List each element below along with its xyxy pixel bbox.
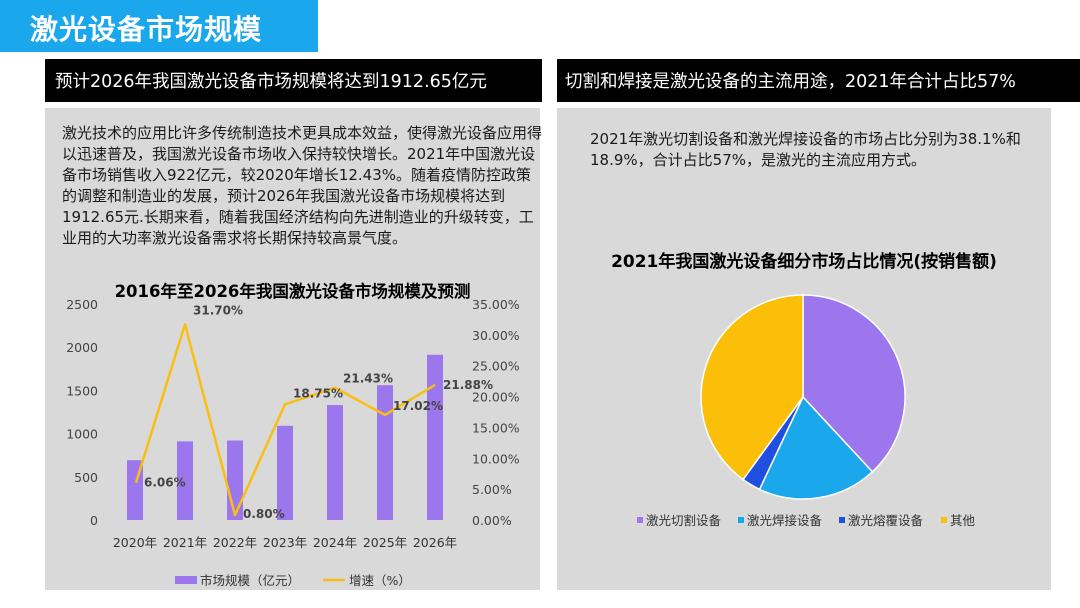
growth-data-label: 0.80%	[243, 507, 285, 521]
right-axis-tick-label: 30.00%	[472, 328, 520, 343]
pie-legend-label: 其他	[950, 513, 976, 528]
title-banner: 激光设备市场规模	[0, 0, 318, 52]
left-axis-tick-label: 2500	[66, 297, 98, 312]
pie-chart-title: 2021年我国激光设备细分市场占比情况(按销售额)	[611, 252, 997, 272]
pie-slice-激光焊接设备	[758, 395, 874, 500]
right-axis-tick-label: 35.00%	[472, 297, 520, 312]
growth-data-label: 6.06%	[144, 476, 186, 490]
x-axis-tick-label: 2020年	[113, 535, 157, 550]
right-panel: 2021年激光切割设备和激光焊接设备的市场占比分别为38.1%和18.9%，合计…	[557, 108, 1051, 590]
pie-legend-swatch	[738, 517, 744, 523]
bar-2026年	[427, 354, 443, 520]
left-panel: 激光技术的应用比许多传统制造技术更具成本效益，使得激光设备应用得以迅速普及，我国…	[45, 108, 543, 590]
pie-slice-激光切割设备	[802, 294, 906, 473]
pie-legend-swatch	[839, 517, 845, 523]
right-axis-tick-label: 10.00%	[472, 451, 520, 466]
right-axis-tick-label: 5.00%	[472, 482, 512, 497]
left-paragraph: 激光技术的应用比许多传统制造技术更具成本效益，使得激光设备应用得以迅速普及，我国…	[62, 124, 543, 247]
left-axis-tick-label: 2000	[66, 340, 98, 355]
bar-2024年	[327, 405, 343, 520]
pie-legend-swatch	[637, 517, 643, 523]
bar-2022年	[227, 440, 243, 520]
right-axis-tick-label: 25.00%	[472, 359, 520, 374]
growth-data-label: 18.75%	[293, 386, 343, 400]
left-axis-tick-label: 0	[90, 513, 98, 528]
right-headline-bar: 切割和焊接是激光设备的主流用途，2021年合计占比57%	[557, 59, 1080, 102]
growth-line	[134, 323, 436, 517]
pie-legend-label: 激光熔覆设备	[848, 513, 924, 528]
right-axis-tick-label: 15.00%	[472, 420, 520, 435]
bar-2021年	[177, 441, 193, 520]
legend-bar-swatch	[175, 576, 197, 584]
left-headline: 预计2026年我国激光设备市场规模将达到1912.65亿元	[55, 72, 487, 92]
bar-2025年	[377, 385, 393, 520]
x-axis-tick-label: 2026年	[413, 535, 457, 550]
pie-legend-swatch	[941, 517, 947, 523]
pie-chart: 激光切割设备 激光焊接设备 激光熔覆设备 其他	[637, 294, 976, 528]
left-headline-bar: 预计2026年我国激光设备市场规模将达到1912.65亿元	[45, 59, 542, 102]
page-title: 激光设备市场规模	[30, 13, 263, 46]
legend-line-label: 增速（%）	[349, 573, 411, 588]
combo-chart: 0 500 1000 1500 2000 2500 0.00% 5.00% 10.00% 15.0…	[66, 297, 520, 588]
growth-data-label: 31.70%	[193, 303, 243, 317]
pie-slice-其他	[700, 294, 804, 481]
x-axis-tick-label: 2021年	[163, 535, 207, 550]
x-axis-tick-label: 2023年	[263, 535, 307, 550]
growth-data-label: 21.88%	[443, 378, 493, 392]
right-axis-tick-label: 20.00%	[472, 390, 520, 405]
x-axis-tick-label: 2024年	[313, 535, 357, 550]
left-axis-tick-label: 1000	[66, 427, 98, 442]
pie-legend-label: 激光切割设备	[646, 513, 722, 528]
x-axis-tick-label: 2022年	[213, 535, 257, 550]
x-axis-tick-label: 2025年	[363, 535, 407, 550]
left-axis-tick-label: 500	[74, 470, 98, 485]
right-paragraph: 2021年激光切割设备和激光焊接设备的市场占比分别为38.1%和18.9%，合计…	[590, 130, 1021, 169]
growth-data-label: 17.02%	[393, 399, 443, 413]
right-axis-tick-label: 0.00%	[472, 513, 512, 528]
bar-2023年	[277, 425, 293, 520]
pie-legend-label: 激光焊接设备	[747, 513, 823, 528]
legend-bar-label: 市场规模（亿元）	[200, 573, 300, 588]
growth-data-label: 21.43%	[343, 372, 393, 386]
right-headline: 切割和焊接是激光设备的主流用途，2021年合计占比57%	[565, 72, 1016, 92]
combo-chart-title: 2016年至2026年我国激光设备市场规模及预测	[114, 282, 471, 301]
left-axis-tick-label: 1500	[66, 383, 98, 398]
